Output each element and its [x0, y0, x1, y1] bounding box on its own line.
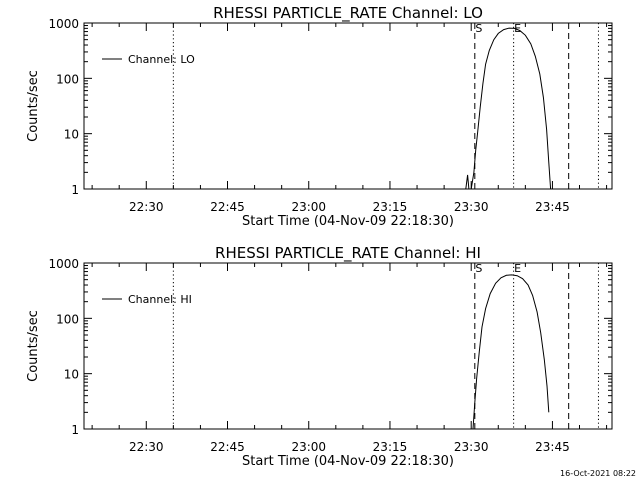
y-tick-label: 1000	[48, 17, 79, 31]
event-marker-label: E	[514, 262, 521, 275]
event-marker-label: E	[514, 22, 521, 35]
x-tick-label: 23:30	[454, 200, 489, 214]
y-tick-label: 100	[56, 72, 79, 86]
x-tick-label: 22:45	[210, 440, 245, 454]
y-tick-label: 1	[71, 423, 79, 437]
y-axis-label: Counts/sec	[26, 310, 41, 382]
plot-frame	[83, 262, 613, 430]
chart-title: RHESSI PARTICLE_RATE Channel: HI	[215, 244, 481, 263]
plot-frame	[83, 22, 613, 190]
event-marker-label: S	[475, 22, 482, 35]
y-tick-label: 1000	[48, 257, 79, 271]
y-tick-label: 10	[64, 128, 79, 142]
series-line	[465, 27, 552, 190]
x-tick-label: 23:15	[373, 200, 408, 214]
x-tick-label: 23:15	[373, 440, 408, 454]
chart-title: RHESSI PARTICLE_RATE Channel: LO	[213, 4, 483, 23]
legend-label: Channel: HI	[128, 293, 192, 306]
x-tick-label: 23:00	[291, 200, 326, 214]
series-line	[472, 274, 550, 430]
x-tick-label: 22:30	[129, 440, 164, 454]
x-axis-label: Start Time (04-Nov-09 22:18:30)	[242, 454, 454, 469]
x-tick-label: 22:45	[210, 200, 245, 214]
y-tick-label: 1	[71, 183, 79, 197]
x-tick-label: 22:30	[129, 200, 164, 214]
x-axis-label: Start Time (04-Nov-09 22:18:30)	[242, 214, 454, 229]
legend-label: Channel: LO	[128, 53, 195, 66]
x-tick-label: 23:45	[535, 440, 570, 454]
y-axis-label: Counts/sec	[26, 70, 41, 142]
y-tick-label: 100	[56, 312, 79, 326]
x-tick-label: 23:00	[291, 440, 326, 454]
x-tick-label: 23:30	[454, 440, 489, 454]
event-marker-label: S	[475, 262, 482, 275]
y-tick-label: 10	[64, 368, 79, 382]
x-tick-label: 23:45	[535, 200, 570, 214]
timestamp: 16-Oct-2021 08:22	[560, 469, 636, 478]
